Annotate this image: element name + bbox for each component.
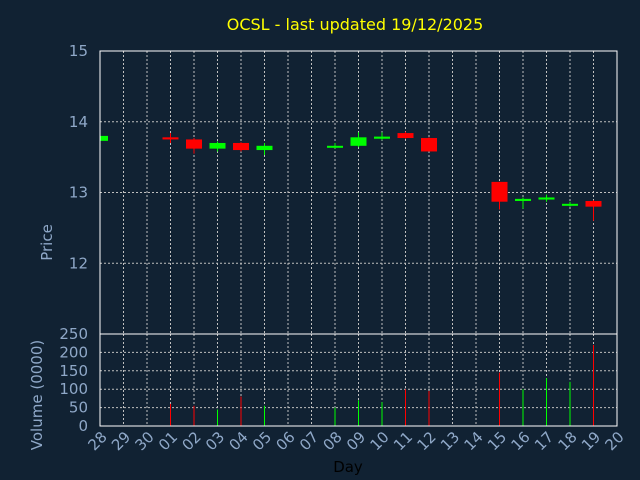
x-axis-label: Day xyxy=(333,458,363,476)
candle-body xyxy=(374,136,390,139)
candle-15 xyxy=(491,181,508,210)
candle-body xyxy=(162,137,179,140)
candle-05 xyxy=(256,142,273,156)
volume-y-tick: 150 xyxy=(59,362,88,380)
price-y-tick: 12 xyxy=(69,254,88,272)
volume-y-tick: 200 xyxy=(59,343,88,361)
candle-09 xyxy=(350,132,367,148)
candle-01 xyxy=(162,133,179,143)
price-y-tick: 15 xyxy=(69,42,88,60)
volume-y-tick: 100 xyxy=(59,380,88,398)
volume-y-tick: 50 xyxy=(69,399,88,417)
candle-body xyxy=(397,133,414,139)
candle-body xyxy=(209,142,226,149)
candle-body xyxy=(515,198,531,201)
price-y-tick: 13 xyxy=(69,184,88,202)
candle-08 xyxy=(327,142,343,149)
candle-body xyxy=(585,200,602,207)
price-y-tick-labels: 12 13 14 15 xyxy=(69,42,88,272)
candlestick-series xyxy=(99,131,602,221)
candle-17 xyxy=(538,194,555,202)
candle-19 xyxy=(585,200,602,221)
candle-04 xyxy=(233,142,249,152)
candle-03 xyxy=(209,141,226,152)
candle-body xyxy=(256,145,273,151)
candle-12 xyxy=(421,137,437,152)
candle-body xyxy=(538,197,555,200)
candle-10 xyxy=(374,132,390,141)
candle-16 xyxy=(515,197,531,209)
candle-11 xyxy=(397,131,414,139)
price-y-tick: 14 xyxy=(69,113,88,131)
candle-body xyxy=(350,137,367,146)
candle-18 xyxy=(562,201,578,207)
candle-body xyxy=(327,145,343,148)
volume-y-tick: 250 xyxy=(59,325,88,343)
candle-body xyxy=(421,138,437,152)
candle-28 xyxy=(99,135,108,142)
candle-body xyxy=(100,135,108,141)
candle-body xyxy=(491,181,508,202)
price-axis-label: Price xyxy=(38,224,56,261)
candle-body xyxy=(186,139,202,149)
volume-y-tick: 0 xyxy=(78,417,88,435)
candle-body xyxy=(562,203,578,206)
volume-panel-frame xyxy=(99,333,618,427)
volume-axis-label: Volume (0000) xyxy=(28,340,46,450)
candle-body xyxy=(233,142,249,151)
x-tick-labels: 2829300102030405060708091011121314151617… xyxy=(85,428,628,454)
candle-02 xyxy=(186,138,202,154)
chart-title: OCSL - last updated 19/12/2025 xyxy=(227,15,484,34)
volume-bars xyxy=(99,345,594,426)
